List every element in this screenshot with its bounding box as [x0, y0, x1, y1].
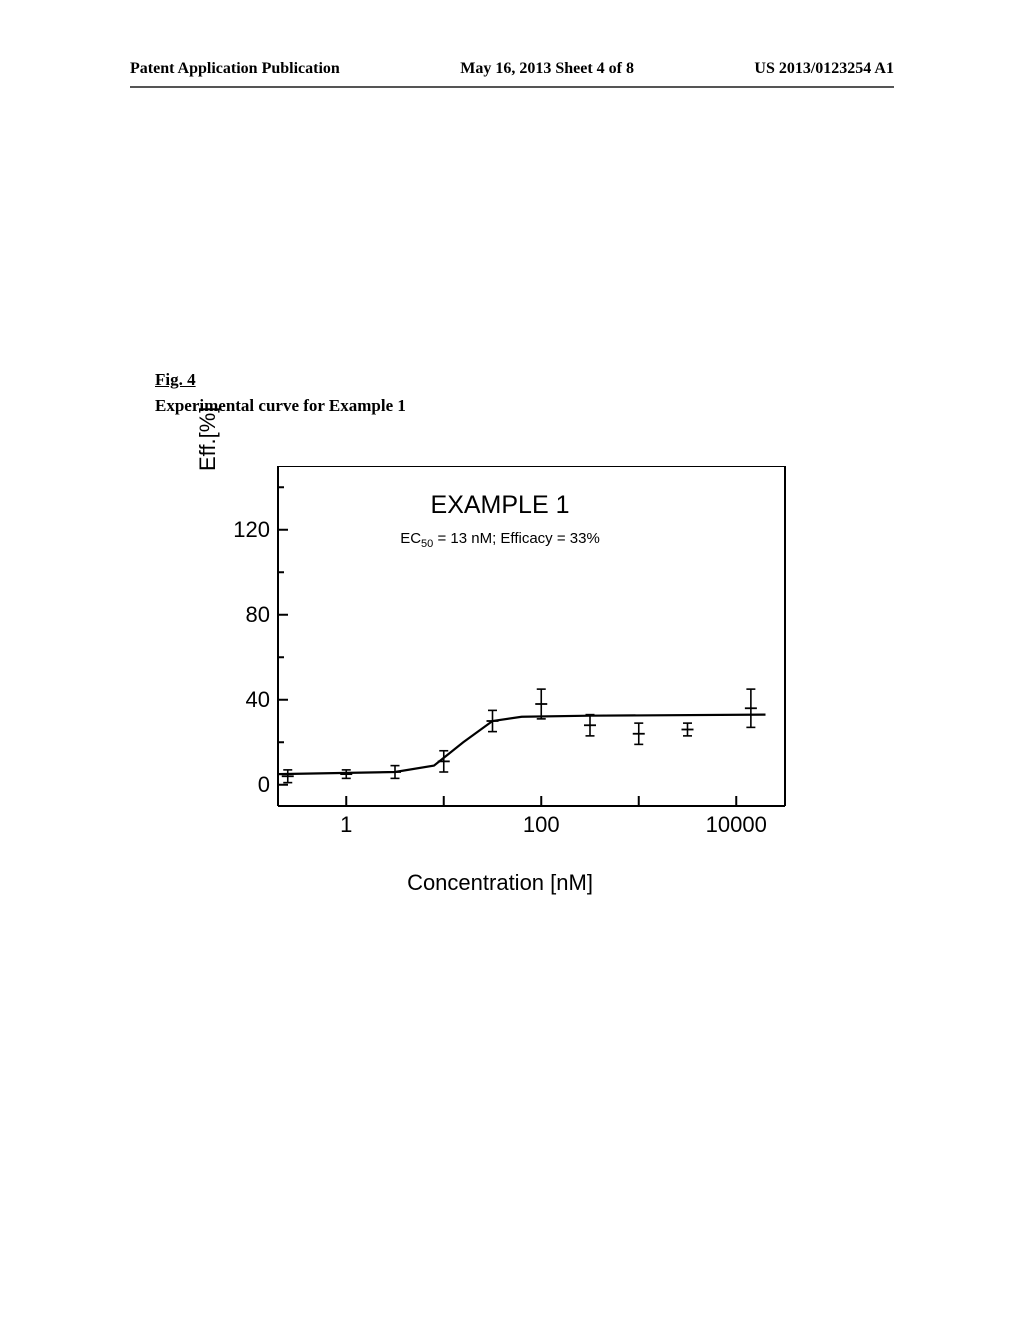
- ytick-label: 80: [246, 602, 270, 628]
- figure-caption: Experimental curve for Example 1: [155, 396, 885, 416]
- chart-title: EXAMPLE 1: [431, 491, 570, 520]
- header-center: May 16, 2013 Sheet 4 of 8: [460, 60, 634, 78]
- xtick-label: 10000: [706, 812, 767, 838]
- subtitle-sub: 50: [421, 538, 433, 550]
- subtitle-rest: = 13 nM; Efficacy = 33%: [433, 530, 599, 547]
- chart-subtitle: EC50 = 13 nM; Efficacy = 33%: [400, 530, 600, 550]
- xtick-label: 1: [340, 812, 352, 838]
- header-left: Patent Application Publication: [130, 60, 340, 78]
- page-content: Fig. 4 Experimental curve for Example 1 …: [155, 370, 885, 886]
- ytick-label: 120: [233, 517, 270, 543]
- y-axis-label: Eff.[%]: [195, 407, 221, 471]
- patent-header: Patent Application Publication May 16, 2…: [130, 60, 894, 88]
- ytick-label: 0: [258, 772, 270, 798]
- x-axis-label: Concentration [nM]: [407, 870, 593, 896]
- figure-label: Fig. 4: [155, 370, 885, 390]
- ytick-label: 40: [246, 687, 270, 713]
- subtitle-prefix: EC: [400, 530, 421, 547]
- header-right: US 2013/0123254 A1: [754, 60, 894, 78]
- chart-dose-response: Eff.[%] EXAMPLE 1 EC50 = 13 nM; Efficacy…: [200, 466, 800, 886]
- xtick-label: 100: [523, 812, 560, 838]
